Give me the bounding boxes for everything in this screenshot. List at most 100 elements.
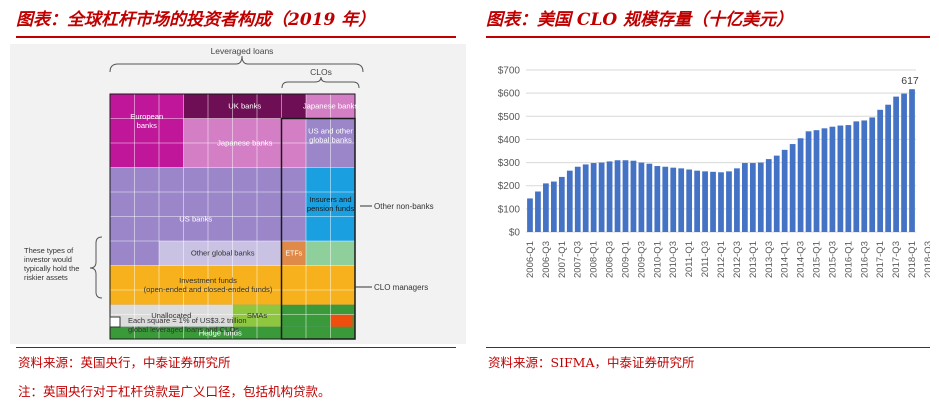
bar — [654, 166, 661, 232]
waffle-segment — [281, 241, 306, 266]
leveraged-loans-bracket — [109, 55, 364, 73]
bar — [702, 171, 708, 232]
bar — [527, 198, 533, 232]
waffle-segment-label: Insurers and pension funds — [307, 195, 354, 213]
waffle-segment-label: European banks — [130, 112, 163, 130]
waffle-segment — [159, 241, 282, 266]
x-tick-label: 2007-Q3 — [573, 241, 584, 278]
bar — [909, 89, 915, 232]
riskier-assets-note: These types of investor would typically … — [24, 246, 82, 282]
bar — [821, 128, 828, 232]
bar — [726, 171, 732, 232]
waffle-segment-label: Japanese banks — [217, 138, 273, 147]
bar — [646, 163, 653, 232]
x-tick-label: 2009-Q1 — [620, 241, 631, 278]
chart-bars — [527, 89, 915, 232]
bar — [670, 167, 677, 232]
bar — [550, 181, 557, 232]
left-source-note: 资料来源：英国央行，中泰证券研究所 — [18, 355, 231, 370]
riskier-assets-bracket — [89, 236, 103, 299]
left-panel-title: 图表：全球杠杆市场的投资者构成（2019 年） — [16, 10, 376, 30]
x-tick-label: 2006-Q1 — [525, 241, 536, 278]
data-label: 617 — [901, 75, 919, 87]
bar — [582, 164, 589, 232]
x-tick-label: 2016-Q3 — [859, 241, 870, 278]
bar — [789, 144, 796, 232]
left-source-rule — [16, 347, 456, 348]
bar — [630, 160, 637, 232]
x-tick-label: 2008-Q3 — [605, 241, 616, 278]
waffle-segment-label: UK banks — [228, 102, 261, 111]
waffle-labels: European banks UK banks Japanese banks Japan… — [130, 102, 358, 338]
bar — [686, 169, 693, 232]
bar — [734, 168, 740, 232]
clos-label: CLOs — [310, 67, 332, 77]
clo-managers-label: CLO managers — [374, 283, 428, 292]
bar — [829, 126, 836, 232]
x-tick-label: 2015-Q3 — [827, 241, 838, 278]
chart-y-tick-labels: $0 $100 $200 $300 $400 $500 $600 $700 — [498, 66, 521, 239]
bar — [606, 161, 613, 232]
bar — [558, 176, 565, 232]
bar — [765, 159, 772, 232]
x-tick-label: 2011-Q1 — [684, 241, 695, 277]
chart-x-tick-labels: 2006-Q1 2006-Q3 2007-Q1 2007-Q3 2008-Q1 2008-… — [525, 241, 930, 278]
bar — [742, 163, 748, 232]
bar — [598, 162, 605, 232]
bar — [543, 183, 549, 232]
bar — [718, 172, 724, 232]
other-non-banks-label: Other non-banks — [374, 202, 434, 211]
bar — [614, 160, 621, 232]
bar — [535, 191, 541, 232]
chart-data-labels: 617 — [901, 75, 919, 87]
us-clo-outstanding-chart: $0$100$200$300$400$500$600$700 2006-Q1 20… — [498, 66, 930, 278]
legend-square — [109, 316, 121, 328]
bar — [813, 130, 820, 232]
waffle-outline — [109, 93, 356, 340]
bar — [638, 162, 645, 232]
x-tick-label: 2013-Q3 — [764, 241, 775, 278]
bar — [678, 168, 685, 232]
bar — [781, 149, 788, 232]
bar — [861, 120, 868, 232]
bar — [805, 131, 812, 232]
waffle-segment-label: Hedge funds — [199, 328, 242, 337]
bar — [710, 171, 716, 232]
x-tick-label: 2013-Q1 — [748, 241, 759, 278]
right-source-note: 资料来源：SIFMA，中泰证券研究所 — [488, 355, 695, 370]
bar — [797, 138, 804, 232]
bar — [869, 117, 876, 232]
bar — [622, 160, 629, 232]
right-panel-title: 图表：美国 CLO 规模存量（十亿美元） — [486, 10, 794, 30]
waffle-segment-label: ETFs — [285, 251, 302, 258]
x-tick-label: 2015-Q1 — [812, 241, 823, 278]
leveraged-loans-label: Leveraged loans — [211, 46, 274, 56]
y-tick-label: $200 — [498, 181, 521, 192]
legend-note: Each square = 1% of US$3.2 trillion glob… — [128, 316, 249, 334]
bar — [877, 109, 884, 232]
x-tick-label: 2009-Q3 — [636, 241, 647, 278]
bar — [845, 125, 852, 232]
x-tick-label: 2014-Q3 — [796, 241, 807, 278]
x-tick-label: 2014-Q1 — [780, 241, 791, 278]
x-tick-label: 2012-Q3 — [732, 241, 743, 278]
y-tick-label: $100 — [498, 204, 521, 215]
bar — [885, 104, 892, 232]
clos-bracket — [281, 76, 360, 89]
x-tick-label: 2018-Q1 — [907, 241, 918, 278]
x-tick-label: 2012-Q1 — [716, 241, 727, 278]
bar — [853, 121, 860, 232]
x-tick-label: 2010-Q3 — [668, 241, 679, 278]
bar — [749, 163, 756, 232]
bar — [590, 163, 597, 232]
y-tick-label: $500 — [498, 112, 521, 123]
waffle-segment — [110, 94, 184, 168]
waffle-block-us-banks-extra — [281, 167, 306, 241]
x-tick-label: 2007-Q1 — [557, 241, 568, 278]
y-tick-label: $700 — [498, 66, 521, 77]
x-tick-label: 2011-Q3 — [700, 241, 711, 277]
y-tick-label: $300 — [498, 158, 521, 169]
bar — [901, 93, 907, 232]
investor-waffle-chart: Leveraged loans CLOs European banks UK ban… — [10, 44, 466, 344]
waffle-segment-label: US banks — [179, 214, 212, 223]
